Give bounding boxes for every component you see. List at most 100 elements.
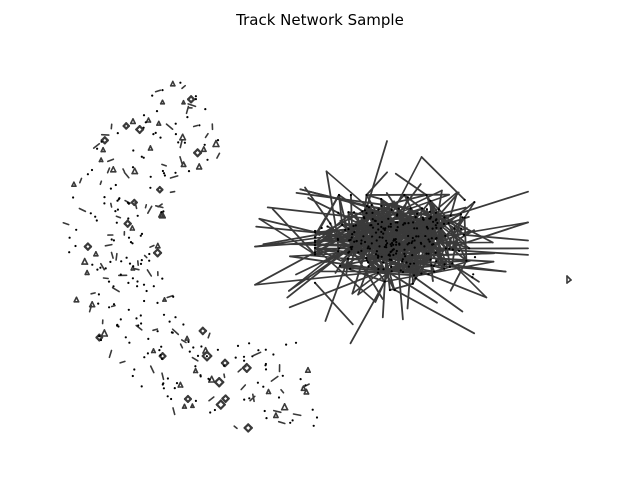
- network-edge: [270, 375, 279, 382]
- network-edge: [146, 269, 153, 277]
- network-edge: [419, 208, 471, 250]
- network-node: [463, 216, 466, 219]
- network-node: [393, 288, 396, 292]
- network-node: [151, 94, 154, 97]
- network-edge: [304, 366, 309, 374]
- network-node: [417, 235, 420, 238]
- network-edge: [255, 225, 316, 234]
- network-node: [390, 250, 393, 253]
- network-node: [179, 81, 182, 84]
- network-node: [389, 225, 392, 228]
- network-edge: [103, 329, 109, 337]
- network-node: [439, 227, 442, 230]
- network-node: [427, 252, 430, 255]
- network-node: [371, 235, 374, 238]
- network-node: [125, 256, 128, 259]
- network-edge: [417, 235, 444, 270]
- network-node: [91, 263, 94, 266]
- network-node: [272, 353, 275, 356]
- network-node: [395, 241, 398, 244]
- network-node: [313, 229, 317, 233]
- network-edge: [153, 251, 159, 258]
- network-node: [136, 280, 139, 283]
- network-node: [161, 383, 164, 386]
- network-node: [116, 199, 119, 202]
- network-node: [368, 247, 371, 250]
- network-edge: [380, 198, 455, 250]
- network-node: [152, 133, 155, 136]
- network-edge: [221, 397, 227, 403]
- network-node: [187, 170, 191, 173]
- network-node: [352, 211, 356, 214]
- network-node: [349, 238, 352, 241]
- network-node: [412, 274, 416, 277]
- network-edge: [123, 171, 130, 179]
- network-node: [349, 267, 352, 270]
- node-layer: [68, 81, 477, 427]
- network-node: [401, 270, 405, 274]
- network-node: [133, 368, 136, 371]
- network-edge: [192, 124, 199, 128]
- network-edge: [88, 304, 93, 313]
- network-node: [415, 227, 419, 230]
- network-node: [374, 253, 378, 256]
- network-edge: [325, 170, 339, 240]
- network-node: [404, 255, 407, 258]
- network-edge: [131, 167, 136, 175]
- network-edge: [427, 273, 488, 299]
- network-node: [349, 246, 352, 249]
- network-node: [104, 267, 107, 270]
- network-node: [128, 262, 132, 265]
- network-edge: [84, 269, 88, 276]
- network-edge: [347, 252, 496, 260]
- network-edge: [106, 167, 111, 174]
- network-node: [407, 234, 410, 238]
- network-edge: [73, 296, 78, 303]
- network-node: [320, 226, 323, 230]
- edge-layer: [62, 80, 572, 433]
- network-node: [383, 228, 386, 232]
- network-node: [413, 227, 416, 230]
- network-node: [435, 260, 438, 263]
- network-edge: [184, 335, 188, 341]
- network-node: [442, 222, 446, 225]
- network-node: [435, 237, 438, 240]
- network-edge: [347, 222, 406, 226]
- network-node: [394, 238, 397, 241]
- network-node: [194, 95, 197, 98]
- network-node: [206, 158, 209, 161]
- network-edge: [135, 324, 143, 331]
- network-edge: [143, 254, 148, 259]
- network-node: [416, 212, 419, 215]
- network-node: [363, 217, 366, 220]
- network-node: [459, 213, 462, 216]
- network-edge: [240, 384, 247, 391]
- network-edge: [179, 343, 184, 349]
- network-node: [131, 277, 134, 280]
- network-node: [95, 219, 98, 222]
- network-edge: [166, 294, 174, 299]
- figure-title: Track Network Sample: [236, 11, 404, 29]
- network-edge: [420, 156, 466, 201]
- network-node: [99, 338, 103, 342]
- network-node: [257, 349, 260, 352]
- network-node: [430, 237, 433, 240]
- network-node: [390, 208, 393, 211]
- network-node: [216, 139, 220, 142]
- network-node: [407, 222, 410, 225]
- network-edge: [265, 388, 270, 395]
- network-node: [428, 240, 431, 243]
- network-edge: [107, 158, 115, 163]
- network-node: [396, 226, 399, 229]
- network-edge: [71, 181, 75, 187]
- network-node: [336, 238, 340, 241]
- network-edge: [200, 146, 205, 153]
- network-node: [312, 424, 315, 427]
- network-edge: [254, 265, 435, 286]
- network-edge: [253, 351, 262, 357]
- network-node: [395, 249, 398, 253]
- network-node: [347, 211, 350, 214]
- network-node: [398, 242, 401, 245]
- network-node: [161, 89, 164, 92]
